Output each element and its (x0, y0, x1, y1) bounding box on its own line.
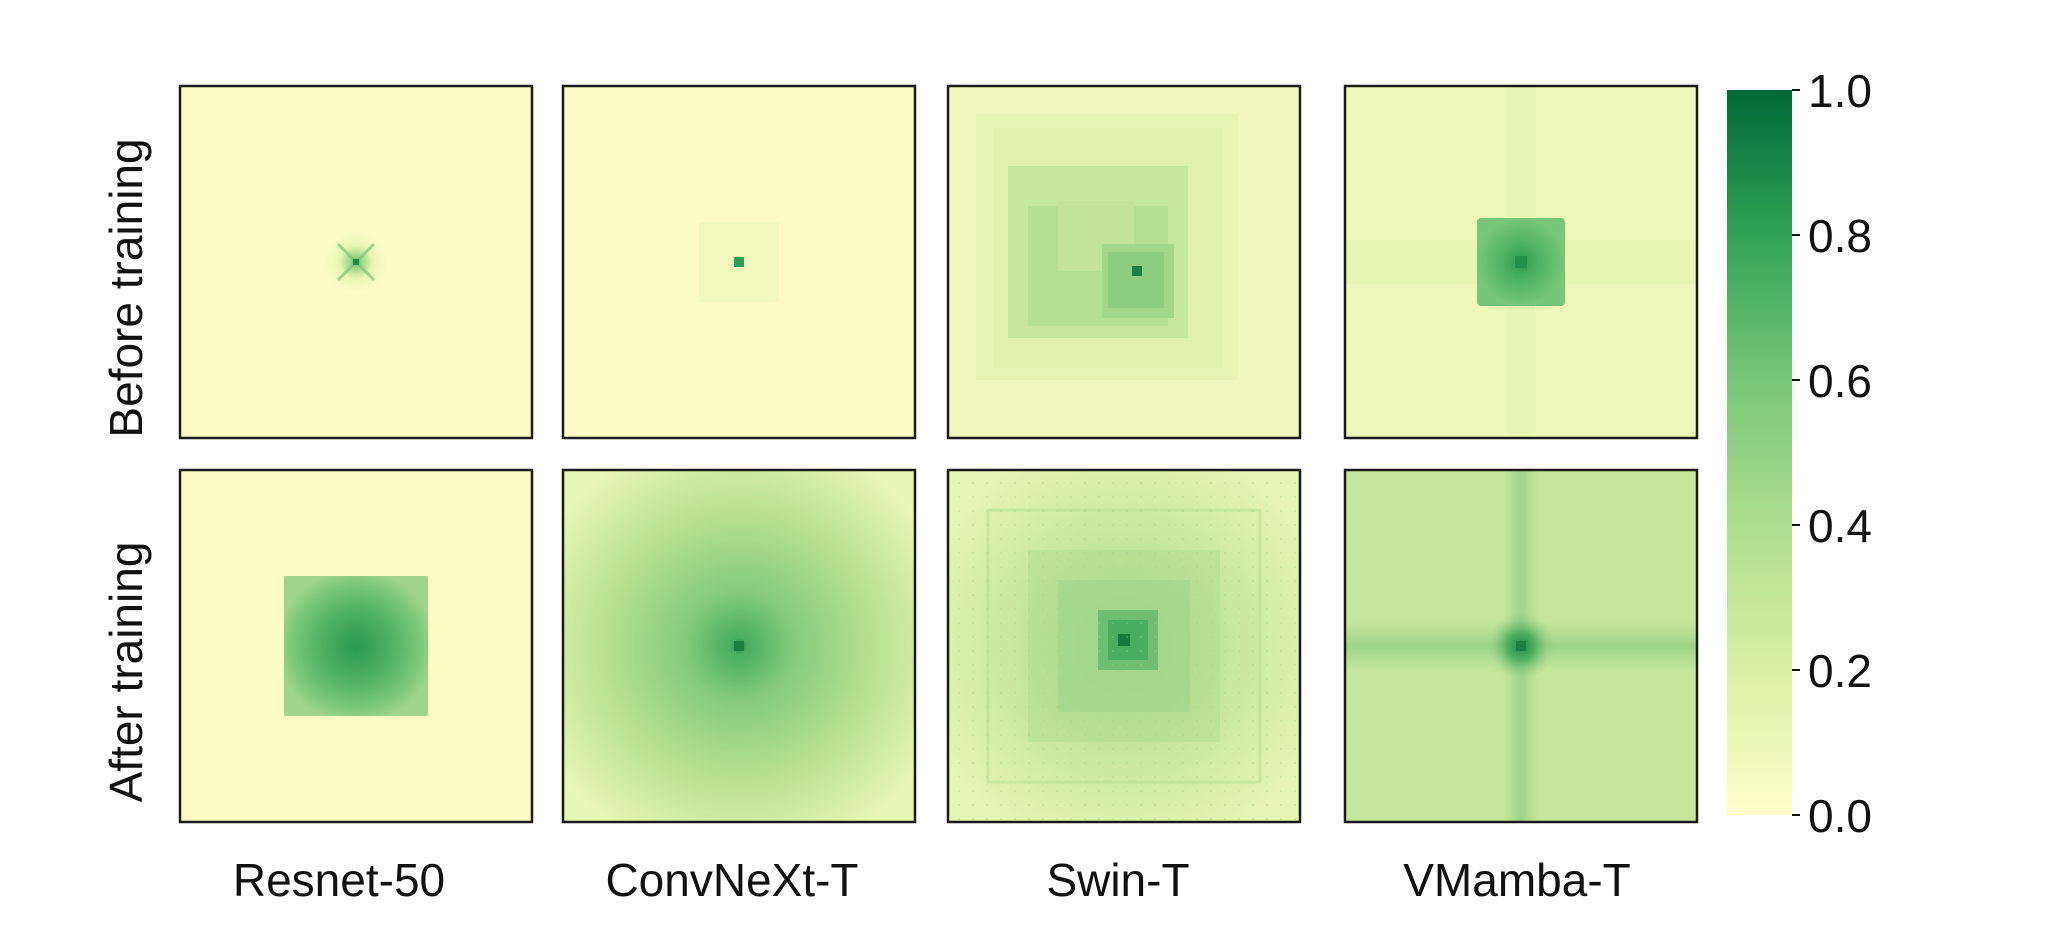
heatmap-panel-before-swin (946, 84, 1302, 440)
column-label-vmamba: VMamba-T (1403, 854, 1630, 906)
column-label-swin: Swin-T (1046, 854, 1189, 906)
colorbar-tick-label: 0.8 (1808, 210, 1872, 262)
colorbar-tick-label: 0.6 (1808, 355, 1872, 407)
colorbar-tick-label: 0.4 (1808, 500, 1872, 552)
row-label-before: Before training (100, 138, 152, 437)
colorbar-tick-label: 0.2 (1808, 645, 1872, 697)
heatmap-panel-after-resnet (178, 468, 534, 824)
colorbar-tick-label: 0.0 (1808, 790, 1872, 842)
column-label-resnet: Resnet-50 (233, 854, 445, 906)
colorbar (1727, 90, 1792, 815)
row-label-after: After training (100, 542, 152, 803)
heatmap-panel-before-convnext (561, 84, 917, 440)
column-label-convnext: ConvNeXt-T (605, 854, 858, 906)
heatmap-panel-before-vmamba (1343, 84, 1699, 440)
heatmap-panel-before-resnet (178, 84, 534, 440)
heatmap-panel-after-swin (946, 468, 1302, 824)
colorbar-tick-label: 1.0 (1808, 65, 1872, 117)
heatmap-panel-after-convnext (561, 468, 917, 824)
colorbar-ticks: 0.0 0.2 0.4 0.6 0.8 1.0 (1792, 65, 1872, 842)
heatmap-panel-after-vmamba (1343, 468, 1699, 824)
